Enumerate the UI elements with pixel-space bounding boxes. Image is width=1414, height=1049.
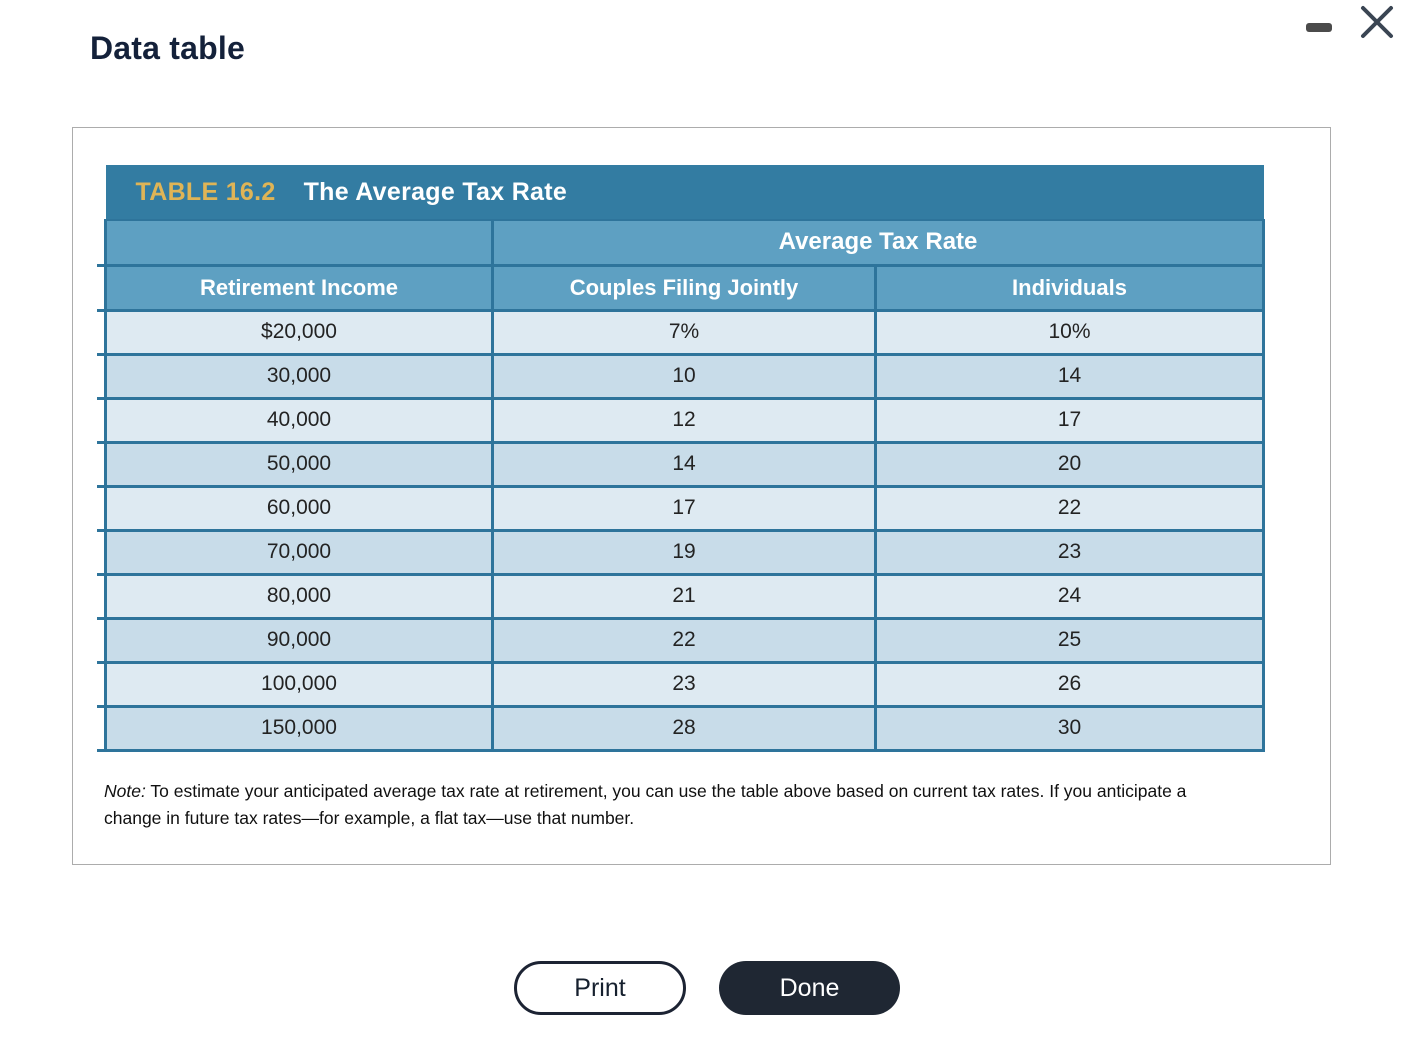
table-cell: 100,000 xyxy=(98,660,494,709)
table-cell: $20,000 xyxy=(98,308,494,357)
table-cell: 28 xyxy=(491,704,877,752)
table-cell: 23 xyxy=(491,660,877,708)
table-body: $20,000 7% 10% 30,000 10 14 40,000 12 17 50,000 14… xyxy=(98,308,1266,753)
table-cell: 25 xyxy=(873,616,1266,664)
table-label: TABLE 16.2 xyxy=(135,177,276,206)
table-row: 80,000 21 24 xyxy=(98,572,1266,621)
note-prefix: Note: xyxy=(104,781,146,801)
page-title: Data table xyxy=(90,30,245,66)
table-title-bar: TABLE 16.2 The Average Tax Rate xyxy=(105,165,1264,220)
minimize-icon[interactable] xyxy=(1306,23,1332,32)
column-header-individuals: Individuals xyxy=(873,263,1266,312)
table-cell: 7% xyxy=(491,308,877,356)
table-title: The Average Tax Rate xyxy=(303,177,568,206)
table-row: $20,000 7% 10% xyxy=(98,308,1266,357)
table-cell: 14 xyxy=(491,440,877,488)
table-cell: 30,000 xyxy=(98,352,494,401)
column-header-couples-filing-jointly: Couples Filing Jointly xyxy=(491,263,877,312)
table-cell: 30 xyxy=(873,704,1266,752)
table-cell: 17 xyxy=(491,484,877,532)
done-button[interactable]: Done xyxy=(719,961,900,1015)
table-cell: 23 xyxy=(873,528,1266,576)
empty-header-cell xyxy=(98,219,494,268)
table-cell: 10 xyxy=(491,352,877,400)
table-cell: 20 xyxy=(873,440,1266,488)
table-row: 90,000 22 25 xyxy=(98,616,1266,665)
table-row: 100,000 23 26 xyxy=(98,660,1266,709)
table-row: 30,000 10 14 xyxy=(98,352,1266,401)
table-cell: 10% xyxy=(873,308,1266,356)
table-note: Note: To estimate your anticipated avera… xyxy=(104,778,1246,832)
column-header-retirement-income: Retirement Income xyxy=(98,263,494,313)
table-cell: 12 xyxy=(491,396,877,444)
table-cell: 70,000 xyxy=(98,528,494,577)
table-row: 50,000 14 20 xyxy=(98,440,1266,489)
table-cell: 80,000 xyxy=(98,572,494,621)
footer-actions: Print Done xyxy=(0,961,1414,1015)
table-cell: 40,000 xyxy=(98,396,494,445)
tax-rate-table: TABLE 16.2 The Average Tax Rate Average T… xyxy=(98,165,1266,753)
table-cell: 26 xyxy=(873,660,1266,708)
table-row: 150,000 28 30 xyxy=(98,704,1266,753)
table-cell: 60,000 xyxy=(98,484,494,533)
group-header-average-tax-rate: Average Tax Rate xyxy=(490,219,1266,267)
column-header-row: Retirement Income Couples Filing Jointly… xyxy=(98,263,1266,313)
table-row: 70,000 19 23 xyxy=(98,528,1266,577)
table-cell: 22 xyxy=(491,616,877,664)
print-button[interactable]: Print xyxy=(514,961,686,1015)
table-cell: 17 xyxy=(873,396,1266,444)
table-row: 60,000 17 22 xyxy=(98,484,1266,533)
table-cell: 50,000 xyxy=(98,440,494,489)
table-cell: 90,000 xyxy=(98,616,494,665)
table-cell: 22 xyxy=(873,484,1266,532)
group-header-row: Average Tax Rate xyxy=(98,219,1266,268)
note-body: To estimate your anticipated average tax… xyxy=(104,781,1187,829)
table-row: 40,000 12 17 xyxy=(98,396,1266,445)
table-cell: 150,000 xyxy=(98,704,494,753)
close-icon[interactable] xyxy=(1358,3,1396,41)
table-title-cell: TABLE 16.2 The Average Tax Rate xyxy=(105,165,1264,220)
table-cell: 19 xyxy=(491,528,877,576)
table-cell: 24 xyxy=(873,572,1266,620)
data-table-card: TABLE 16.2 The Average Tax Rate Average T… xyxy=(72,127,1331,865)
table-cell: 14 xyxy=(873,352,1266,400)
table-cell: 21 xyxy=(491,572,877,620)
